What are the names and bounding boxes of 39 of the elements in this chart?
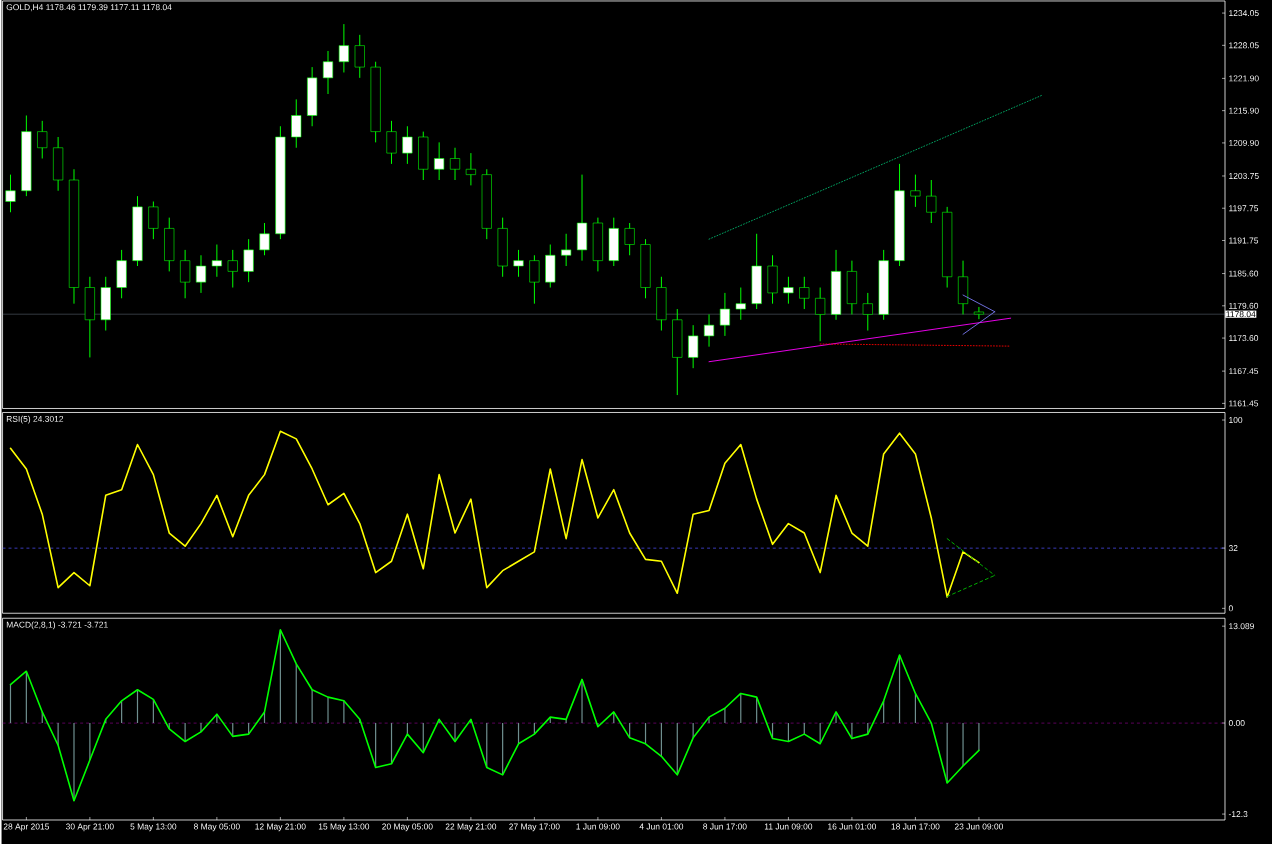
x-tick-label: 12 May 21:00 bbox=[255, 823, 306, 832]
x-tick-label: 23 Jun 09:00 bbox=[954, 823, 1004, 830]
x-tick-label: 30 Apr 21:00 bbox=[65, 823, 114, 832]
y-tick-label: 1197.75 bbox=[1229, 205, 1259, 212]
y-tick-label: 1215.90 bbox=[1229, 107, 1259, 114]
y-tick-label: 1179.60 bbox=[1229, 302, 1259, 309]
x-tick-label: 4 Jun 01:00 bbox=[639, 823, 684, 830]
y-tick-label: 1221.90 bbox=[1229, 75, 1259, 82]
y-tick-label: -12.3 bbox=[1228, 811, 1248, 818]
x-tick-label: 8 Jun 17:00 bbox=[703, 823, 747, 830]
x-tick-label: 28 Apr 2015 bbox=[3, 823, 50, 832]
chart-title: RSI(5) 24.3012 bbox=[6, 415, 64, 424]
x-tick-label: 15 May 13:00 bbox=[318, 823, 370, 832]
x-tick-label: 18 Jun 17:00 bbox=[891, 823, 940, 830]
x-tick-label: 20 May 05:00 bbox=[382, 823, 433, 832]
ref-line-label: 1178.04 bbox=[1226, 311, 1256, 318]
y-tick-label: 1203.75 bbox=[1229, 173, 1259, 179]
x-tick-label: 16 Jun 01:00 bbox=[828, 823, 877, 830]
y-tick-label: 0.00 bbox=[1228, 720, 1245, 727]
x-tick-label: 27 May 17:00 bbox=[509, 823, 560, 832]
y-tick-label: 1191.75 bbox=[1229, 237, 1259, 244]
y-tick-label: 0 bbox=[1228, 605, 1233, 612]
x-tick-label: 11 Jun 09:00 bbox=[764, 823, 813, 830]
y-tick-label: 1167.45 bbox=[1229, 368, 1259, 375]
y-tick-label: 32 bbox=[1228, 545, 1238, 552]
x-tick-label: 5 May 13:00 bbox=[130, 823, 177, 832]
y-tick-label: 1161.45 bbox=[1229, 400, 1259, 407]
x-tick-label: 22 May 21:00 bbox=[445, 823, 497, 832]
chart-title: GOLD,H4 1178.46 1179.39 1177.11 1178.04 bbox=[6, 4, 172, 12]
y-tick-label: 1234.05 bbox=[1229, 10, 1259, 17]
chart-title: MACD(2,8,1) -3.721 -3.721 bbox=[6, 621, 108, 630]
y-tick-label: 100 bbox=[1229, 417, 1243, 424]
y-tick-label: 1185.60 bbox=[1229, 270, 1259, 277]
y-tick-label: 1228.05 bbox=[1229, 42, 1259, 49]
y-tick-label: 1173.60 bbox=[1229, 335, 1259, 342]
x-tick-label: 1 Jun 09:00 bbox=[576, 823, 620, 830]
y-tick-label: 13.089 bbox=[1229, 623, 1254, 630]
y-tick-label: 1209.90 bbox=[1229, 139, 1259, 146]
x-tick-label: 8 May 05:00 bbox=[193, 823, 240, 832]
